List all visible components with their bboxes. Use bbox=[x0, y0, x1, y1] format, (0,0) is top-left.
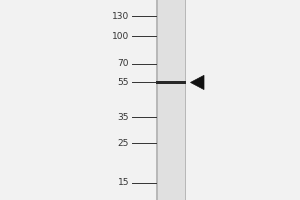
Bar bbox=[156, 0, 186, 200]
Bar bbox=[156, 81, 186, 84]
Text: 55: 55 bbox=[118, 78, 129, 87]
Text: 130: 130 bbox=[112, 12, 129, 21]
Text: 70: 70 bbox=[118, 59, 129, 68]
Text: 25: 25 bbox=[118, 139, 129, 148]
Polygon shape bbox=[190, 75, 204, 90]
Text: 35: 35 bbox=[118, 113, 129, 122]
Text: 15: 15 bbox=[118, 178, 129, 187]
Bar bbox=[184, 0, 186, 200]
Text: 100: 100 bbox=[112, 32, 129, 41]
Bar bbox=[156, 0, 158, 200]
